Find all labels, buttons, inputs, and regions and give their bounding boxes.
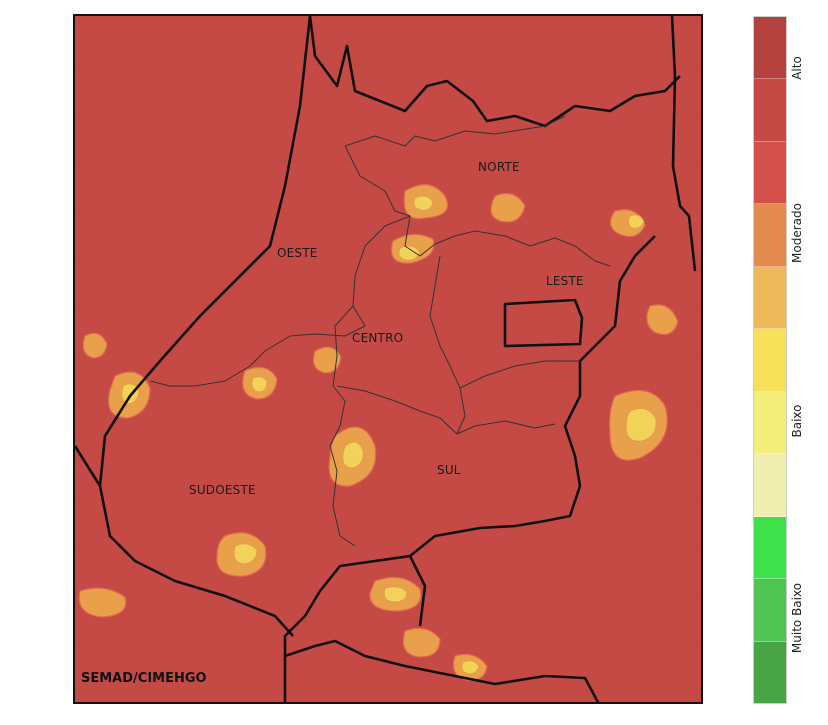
- legend-swatch-9: [754, 579, 786, 642]
- region-label-oeste: OESTE: [277, 246, 318, 260]
- fire-risk-map: NORTE OESTE LESTE CENTRO SUDOESTE SUL SE…: [73, 14, 703, 704]
- legend-label-alto: Alto: [790, 56, 804, 80]
- legend-swatch-3: [754, 204, 786, 267]
- region-label-centro: CENTRO: [352, 331, 404, 345]
- legend-swatch-2: [754, 141, 786, 205]
- legend-swatch-8: [754, 516, 786, 580]
- risk-legend: [753, 16, 787, 704]
- legend-label-baixo: Baixo: [790, 404, 804, 438]
- legend-swatch-5: [754, 329, 786, 392]
- region-label-leste: LESTE: [546, 274, 584, 288]
- legend-swatch-0: [754, 17, 786, 80]
- legend-swatch-1: [754, 79, 786, 142]
- state-boundaries: [75, 16, 697, 702]
- legend-label-moderado: Moderado: [790, 203, 804, 263]
- map-canvas: [75, 16, 701, 702]
- legend-label-muito-baixo: Muito Baixo: [790, 582, 804, 654]
- legend-swatch-6: [754, 391, 786, 455]
- mesoregion-boundaries: [149, 115, 611, 547]
- legend-swatch-10: [754, 641, 786, 703]
- map-credit: SEMAD/CIMEHGO: [81, 671, 207, 686]
- legend-swatch-4: [754, 266, 786, 330]
- region-label-norte: NORTE: [478, 160, 520, 174]
- legend-swatch-7: [754, 454, 786, 517]
- region-label-sul: SUL: [437, 463, 461, 477]
- region-label-sudoeste: SUDOESTE: [189, 483, 256, 497]
- moderate-risk-patches: [78, 184, 679, 681]
